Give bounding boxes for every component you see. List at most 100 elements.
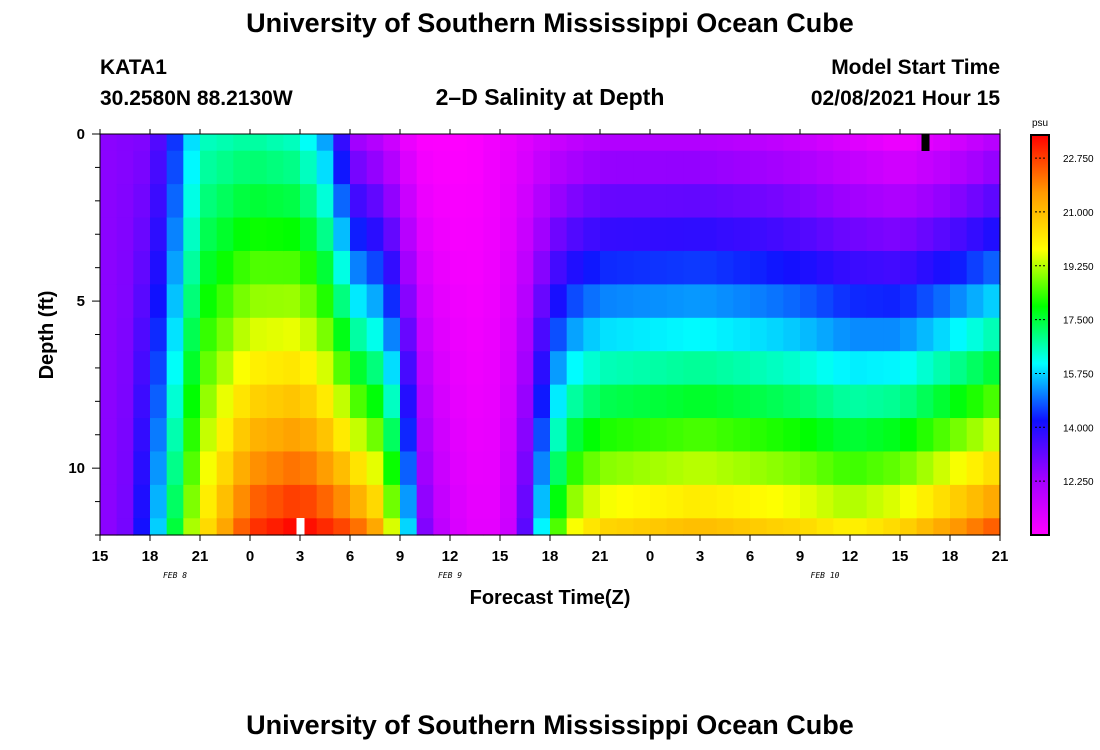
heatmap-cell	[416, 351, 434, 386]
heatmap-cell	[950, 217, 968, 252]
heatmap-cell	[750, 384, 768, 419]
heatmap-cell	[933, 484, 951, 519]
x-tick-label: 0	[246, 548, 254, 565]
colorbar-unit: psu	[1032, 118, 1048, 129]
heatmap-cell	[783, 317, 801, 352]
heatmap-cell	[783, 418, 801, 453]
heatmap-cell	[150, 250, 168, 285]
heatmap-cell	[100, 351, 118, 386]
heatmap-cell	[616, 518, 634, 536]
heatmap-cell	[150, 418, 168, 453]
heatmap-cell	[316, 351, 334, 386]
heatmap-cell	[350, 134, 368, 152]
heatmap-cell	[950, 518, 968, 536]
heatmap-cell	[633, 351, 651, 386]
heatmap-cell	[950, 284, 968, 319]
heatmap-cell	[783, 484, 801, 519]
heatmap-cell	[333, 250, 351, 285]
heatmap-cell	[750, 134, 768, 152]
heatmap-cell	[766, 418, 784, 453]
heatmap-cell	[400, 317, 418, 352]
heatmap-cell	[583, 217, 601, 252]
heatmap-cell	[383, 184, 401, 219]
heatmap-cell	[816, 317, 834, 352]
heatmap-cell	[683, 451, 701, 486]
heatmap-cell	[750, 184, 768, 219]
heatmap-cell	[366, 518, 384, 536]
heatmap-cell	[483, 451, 501, 486]
heatmap-cell	[800, 384, 818, 419]
heatmap-cell	[633, 484, 651, 519]
heatmap-cell	[200, 451, 218, 486]
heatmap-cell	[366, 384, 384, 419]
heatmap-cell	[716, 134, 734, 152]
heatmap-cell	[816, 150, 834, 185]
heatmap-cell	[350, 317, 368, 352]
heatmap-cell	[916, 217, 934, 252]
heatmap-cell	[550, 250, 568, 285]
heatmap-cell	[700, 351, 718, 386]
heatmap-cell	[566, 134, 584, 152]
heatmap-cell	[183, 317, 201, 352]
heatmap-cell	[550, 451, 568, 486]
heatmap-cell	[433, 284, 451, 319]
heatmap-cell	[383, 134, 401, 152]
heatmap-cell	[383, 384, 401, 419]
heatmap-cell	[733, 451, 751, 486]
heatmap-cell	[950, 384, 968, 419]
heatmap-cell	[483, 284, 501, 319]
heatmap-cell	[766, 150, 784, 185]
heatmap-cell	[366, 134, 384, 152]
heatmap-cell	[533, 518, 551, 536]
heatmap-cell	[983, 150, 1001, 185]
heatmap-cell	[233, 351, 251, 386]
heatmap-cell	[850, 384, 868, 419]
heatmap-cell	[650, 184, 668, 219]
heatmap-cell	[350, 184, 368, 219]
heatmap-cell	[216, 317, 234, 352]
heatmap-cell	[333, 518, 351, 536]
heatmap-cell	[316, 150, 334, 185]
heatmap-cell	[200, 150, 218, 185]
heatmap-cell	[116, 184, 134, 219]
heatmap-cell	[366, 484, 384, 519]
heatmap-cell	[300, 484, 318, 519]
heatmap-cell	[150, 484, 168, 519]
heatmap-cell	[916, 250, 934, 285]
heatmap-cell	[100, 217, 118, 252]
heatmap-cell	[433, 484, 451, 519]
heatmap-cell	[500, 284, 518, 319]
heatmap-cell	[683, 518, 701, 536]
heatmap-cell	[600, 317, 618, 352]
heatmap-marker	[921, 134, 930, 151]
heatmap-cell	[650, 351, 668, 386]
colorbar-tick-label: 14.000	[1063, 423, 1094, 434]
heatmap-cell	[233, 150, 251, 185]
heatmap-cell	[533, 150, 551, 185]
colorbar: psu 22.750 21.000 19.250 17.500 15.750 14.000 1…	[1030, 118, 1094, 536]
heatmap-cell	[200, 250, 218, 285]
heatmap-cell	[100, 317, 118, 352]
heatmap-cell	[283, 284, 301, 319]
heatmap-cell	[500, 384, 518, 419]
heatmap-cell	[650, 134, 668, 152]
heatmap-cell	[466, 418, 484, 453]
heatmap-cell	[333, 418, 351, 453]
heatmap-cell	[366, 250, 384, 285]
heatmap-cell	[316, 317, 334, 352]
heatmap-cell	[250, 134, 268, 152]
heatmap-cell	[816, 217, 834, 252]
heatmap-cell	[833, 134, 851, 152]
heatmap-cell	[416, 184, 434, 219]
heatmap-cell	[900, 351, 918, 386]
heatmap-cell	[900, 134, 918, 152]
main-title-top: University of Southern Mississippi Ocean…	[246, 8, 854, 38]
heatmap-cell	[816, 518, 834, 536]
heatmap-cell	[483, 317, 501, 352]
heatmap-cell	[400, 134, 418, 152]
heatmap-cell	[433, 134, 451, 152]
heatmap-cell	[416, 418, 434, 453]
heatmap-cell	[650, 518, 668, 536]
heatmap-cell	[166, 134, 184, 152]
